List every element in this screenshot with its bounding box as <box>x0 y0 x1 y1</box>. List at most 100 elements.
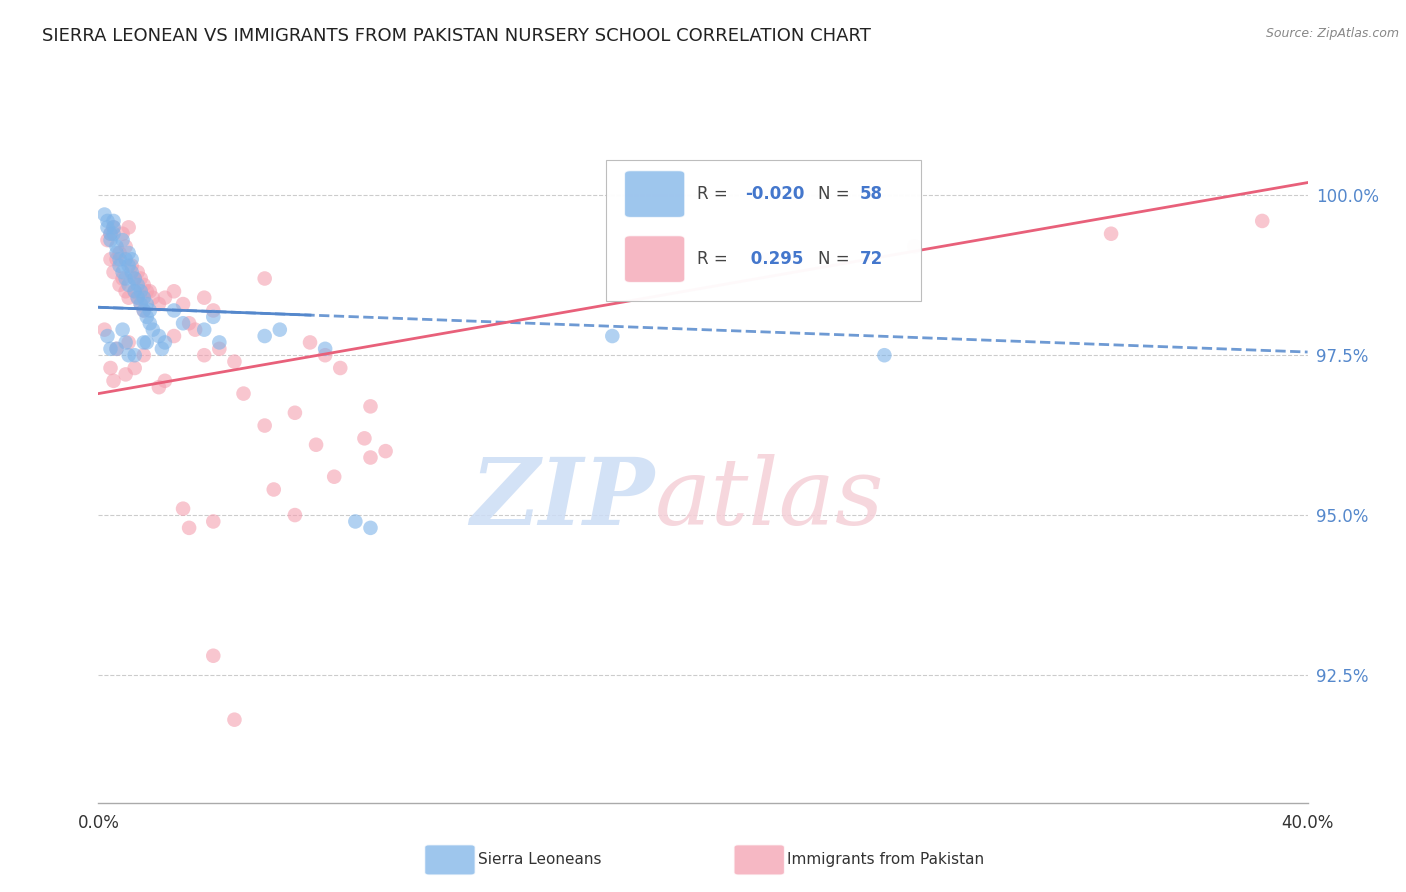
Text: Sierra Leoneans: Sierra Leoneans <box>478 853 602 867</box>
Point <box>172 501 194 516</box>
Point <box>100 227 122 241</box>
Point <box>124 271 146 285</box>
Point <box>129 297 152 311</box>
Point <box>118 259 141 273</box>
Point <box>111 227 134 241</box>
FancyBboxPatch shape <box>624 170 685 218</box>
Point <box>124 271 146 285</box>
Point <box>127 291 149 305</box>
FancyBboxPatch shape <box>624 235 685 283</box>
Point <box>202 515 225 529</box>
Point <box>135 335 157 350</box>
Point <box>179 316 201 330</box>
Text: -0.020: -0.020 <box>745 186 804 203</box>
Point <box>118 220 141 235</box>
Point <box>132 277 155 292</box>
Point <box>142 323 165 337</box>
Point <box>148 380 170 394</box>
Point <box>127 277 149 292</box>
Point <box>132 291 155 305</box>
Point <box>139 303 162 318</box>
Point <box>360 400 382 414</box>
Point <box>118 246 141 260</box>
Point <box>148 329 170 343</box>
Point <box>163 329 186 343</box>
Point <box>103 220 125 235</box>
Point <box>299 335 322 350</box>
Point <box>202 648 225 663</box>
Point <box>108 246 131 260</box>
Point <box>129 297 152 311</box>
Point <box>153 291 176 305</box>
Point <box>124 285 146 299</box>
Point <box>127 265 149 279</box>
Point <box>269 323 291 337</box>
Point <box>135 297 157 311</box>
Point <box>93 208 115 222</box>
Text: ZIP: ZIP <box>471 454 655 544</box>
Point <box>103 214 125 228</box>
Point <box>103 374 125 388</box>
Point <box>153 374 176 388</box>
Point <box>224 713 246 727</box>
Point <box>193 323 215 337</box>
Point <box>114 239 136 253</box>
Point <box>208 342 231 356</box>
Text: N =: N = <box>818 251 855 268</box>
Point <box>124 285 146 299</box>
Point <box>121 259 143 273</box>
Point <box>284 406 307 420</box>
Point <box>602 329 624 343</box>
Point <box>118 277 141 292</box>
Text: 0.295: 0.295 <box>745 251 804 268</box>
Point <box>752 252 775 267</box>
Point <box>93 323 115 337</box>
Point <box>96 329 118 343</box>
Point <box>129 285 152 299</box>
Point <box>314 348 336 362</box>
Point <box>105 252 128 267</box>
Point <box>150 342 173 356</box>
Text: 58: 58 <box>860 186 883 203</box>
Point <box>103 227 125 241</box>
Point <box>100 361 122 376</box>
Point <box>314 342 336 356</box>
Point <box>135 310 157 324</box>
Text: Source: ZipAtlas.com: Source: ZipAtlas.com <box>1265 27 1399 40</box>
Point <box>224 354 246 368</box>
Point <box>129 271 152 285</box>
Point <box>121 265 143 279</box>
Point <box>105 246 128 260</box>
Point <box>118 348 141 362</box>
Point <box>344 515 367 529</box>
Point <box>105 342 128 356</box>
Point <box>148 297 170 311</box>
Point <box>108 259 131 273</box>
Point <box>153 335 176 350</box>
Point <box>118 291 141 305</box>
Text: 72: 72 <box>860 251 883 268</box>
Point <box>114 271 136 285</box>
Point <box>114 252 136 267</box>
Point <box>253 329 276 343</box>
Point <box>305 438 328 452</box>
Point <box>202 303 225 318</box>
Point <box>124 348 146 362</box>
Point <box>111 233 134 247</box>
Point <box>103 265 125 279</box>
Point <box>132 303 155 318</box>
Point <box>284 508 307 522</box>
Point <box>232 386 254 401</box>
Point <box>108 252 131 267</box>
Point <box>179 521 201 535</box>
Point <box>253 418 276 433</box>
Point <box>323 469 346 483</box>
Point <box>139 285 162 299</box>
Text: R =: R = <box>697 186 733 203</box>
Point <box>873 348 896 362</box>
Point <box>184 323 207 337</box>
Point <box>208 335 231 350</box>
Point <box>96 233 118 247</box>
Point <box>100 233 122 247</box>
Point <box>142 291 165 305</box>
